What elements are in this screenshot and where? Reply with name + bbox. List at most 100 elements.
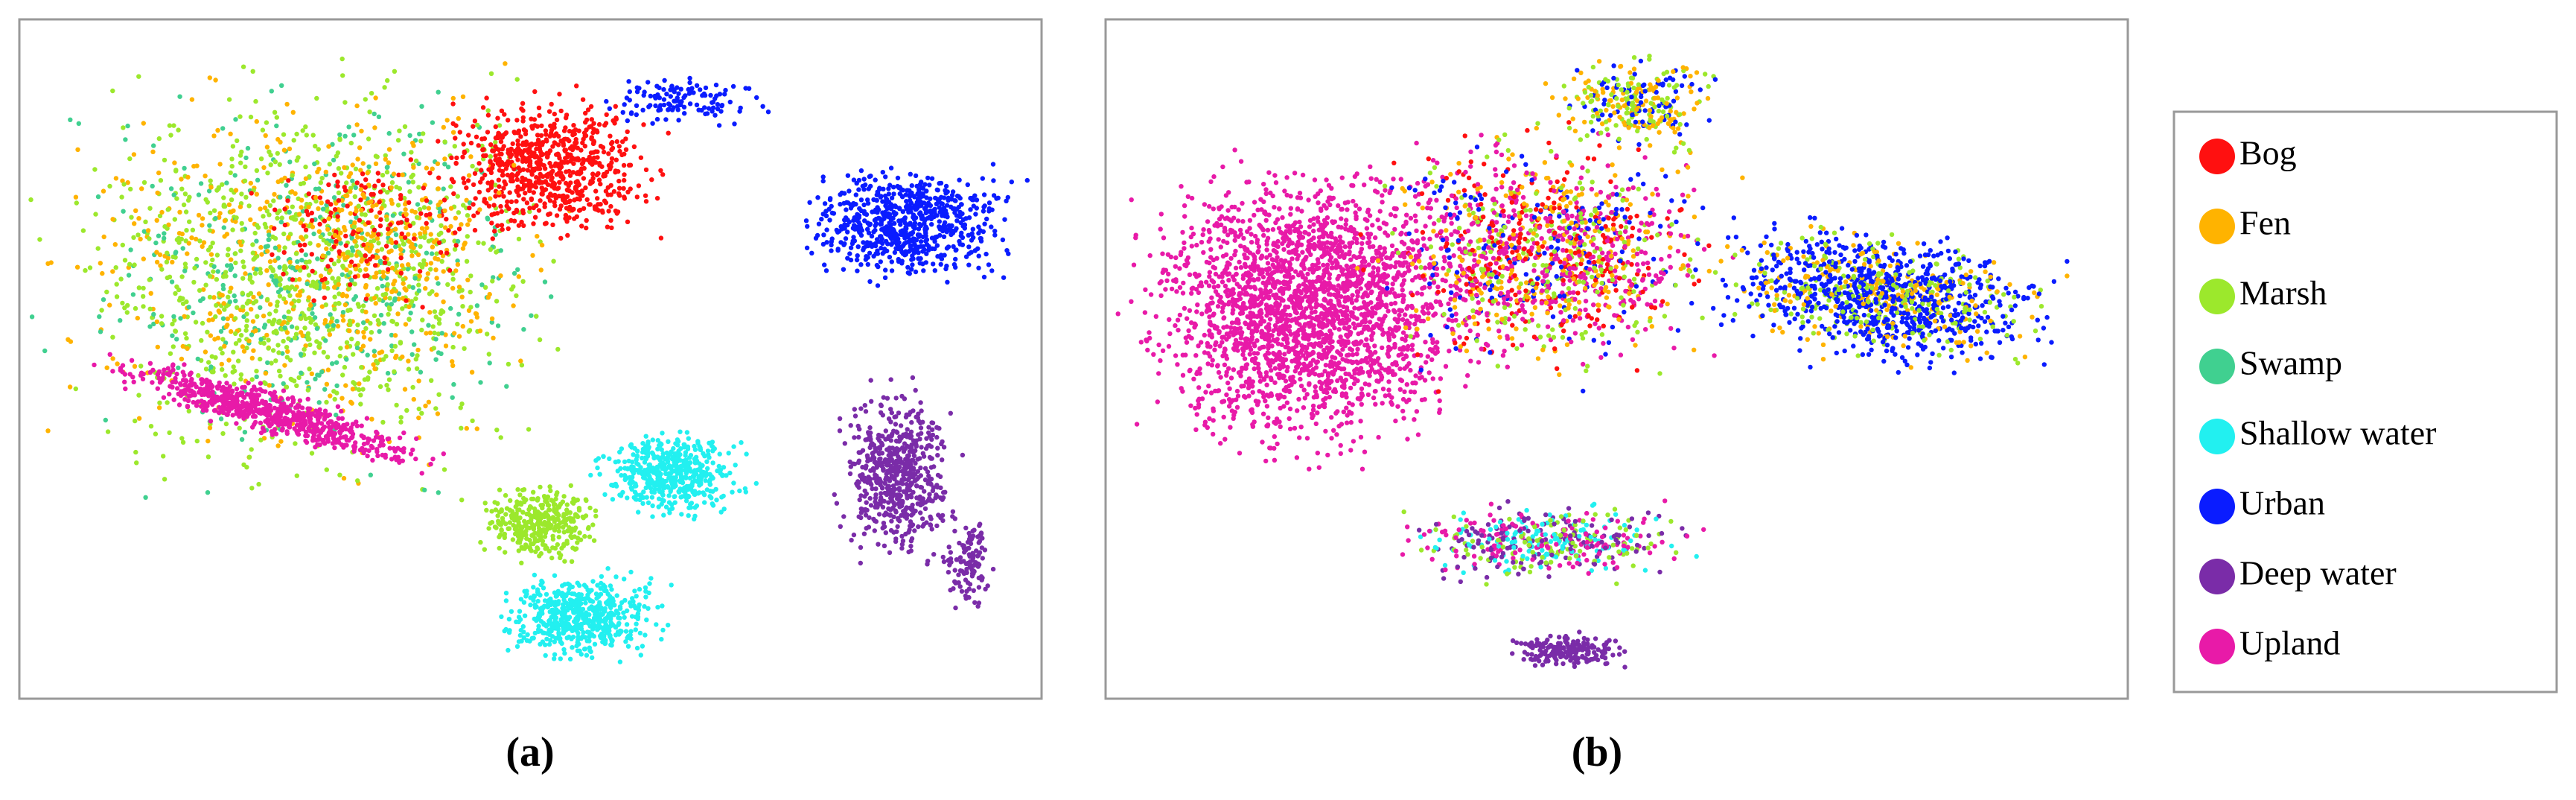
- point: [909, 232, 914, 237]
- point: [516, 274, 521, 279]
- point: [431, 239, 437, 245]
- point: [820, 178, 826, 184]
- point: [878, 495, 884, 501]
- point: [881, 498, 887, 504]
- point: [317, 407, 322, 413]
- point: [641, 122, 646, 127]
- point: [352, 194, 357, 200]
- point: [874, 262, 880, 268]
- point: [194, 438, 200, 444]
- point: [150, 183, 155, 189]
- point: [487, 361, 492, 366]
- point: [305, 433, 310, 439]
- point: [418, 231, 423, 236]
- point: [275, 179, 281, 185]
- point: [442, 162, 447, 167]
- point: [240, 304, 246, 310]
- point: [896, 492, 902, 498]
- point: [960, 223, 966, 229]
- point: [688, 90, 694, 95]
- point: [386, 147, 392, 152]
- point: [409, 150, 414, 155]
- point: [414, 366, 420, 371]
- point: [910, 375, 916, 381]
- point: [282, 325, 287, 331]
- point: [207, 425, 213, 431]
- point: [392, 296, 398, 302]
- point: [334, 360, 339, 365]
- point: [353, 166, 359, 171]
- point: [1001, 275, 1007, 280]
- point: [433, 314, 439, 320]
- point: [318, 234, 323, 240]
- point: [873, 221, 879, 226]
- point: [127, 156, 133, 162]
- point: [604, 98, 609, 104]
- point: [273, 328, 278, 334]
- point: [887, 255, 893, 260]
- point: [238, 390, 243, 396]
- point: [563, 156, 568, 161]
- point: [349, 245, 355, 250]
- point: [284, 182, 289, 188]
- point: [976, 224, 981, 229]
- point: [327, 412, 333, 417]
- point: [220, 286, 226, 291]
- point: [298, 316, 303, 321]
- point: [207, 75, 212, 80]
- point: [393, 232, 399, 238]
- point: [567, 215, 572, 220]
- point: [842, 191, 847, 196]
- point: [305, 406, 310, 411]
- point: [861, 531, 867, 536]
- point: [493, 194, 498, 199]
- point: [579, 166, 584, 171]
- point: [340, 73, 345, 78]
- point: [270, 321, 275, 327]
- point: [499, 151, 504, 156]
- point: [521, 182, 527, 188]
- point: [534, 203, 539, 209]
- point: [462, 149, 467, 154]
- point: [565, 188, 570, 193]
- point: [584, 225, 589, 231]
- point: [92, 362, 97, 368]
- point: [441, 124, 446, 130]
- point: [514, 209, 520, 215]
- point: [459, 425, 464, 431]
- point: [247, 274, 253, 280]
- point: [948, 550, 954, 555]
- point: [498, 248, 503, 253]
- point: [866, 431, 872, 436]
- point: [286, 178, 291, 183]
- point: [284, 408, 290, 414]
- point: [256, 393, 261, 398]
- point: [981, 209, 986, 214]
- point: [206, 317, 211, 323]
- point: [547, 133, 552, 139]
- point: [284, 330, 290, 335]
- point: [561, 175, 566, 181]
- point: [353, 185, 358, 191]
- point: [192, 265, 197, 271]
- point: [496, 147, 502, 153]
- point: [267, 212, 272, 218]
- point: [506, 159, 511, 164]
- point: [276, 368, 282, 374]
- point: [913, 173, 919, 179]
- point: [110, 369, 115, 374]
- point: [486, 167, 491, 172]
- point: [385, 165, 390, 170]
- point: [485, 295, 491, 300]
- point: [609, 225, 614, 230]
- point: [189, 235, 194, 241]
- point: [433, 406, 439, 411]
- point: [83, 267, 88, 273]
- point: [272, 427, 278, 432]
- point: [386, 387, 391, 393]
- point: [456, 311, 462, 317]
- point: [433, 267, 439, 273]
- point: [453, 268, 459, 273]
- point: [134, 460, 139, 466]
- point: [436, 281, 441, 286]
